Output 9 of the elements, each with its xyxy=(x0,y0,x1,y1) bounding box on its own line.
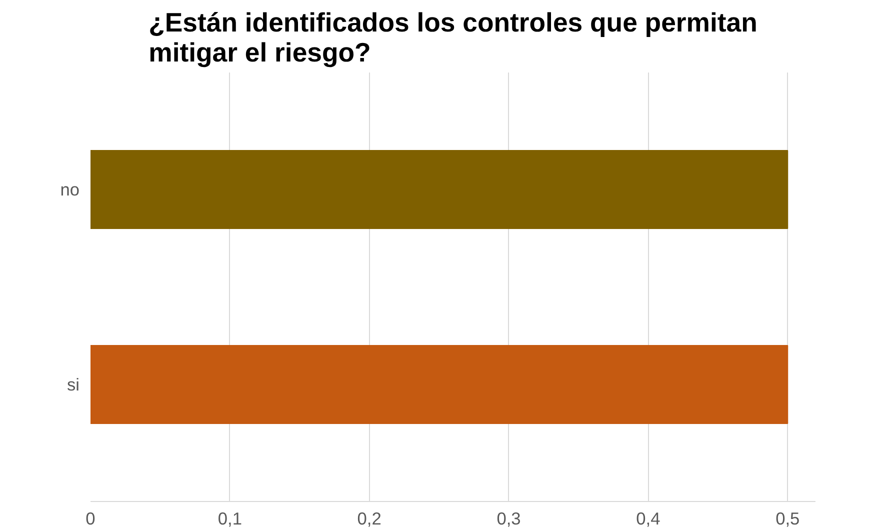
chart-title: ¿Están identificados los controles que permitan mitigar el riesgo? xyxy=(148,8,758,68)
x-tick-label: 0,1 xyxy=(218,508,242,528)
y-tick-label: si xyxy=(66,374,80,394)
x-tick-label: 0,4 xyxy=(636,508,661,528)
x-tick-label: 0,2 xyxy=(357,508,382,528)
y-tick-label: no xyxy=(60,180,80,200)
x-tick-label: 0,5 xyxy=(776,508,800,528)
x-tick-label: 0,3 xyxy=(496,508,521,528)
x-tick-label: 0 xyxy=(86,508,96,528)
